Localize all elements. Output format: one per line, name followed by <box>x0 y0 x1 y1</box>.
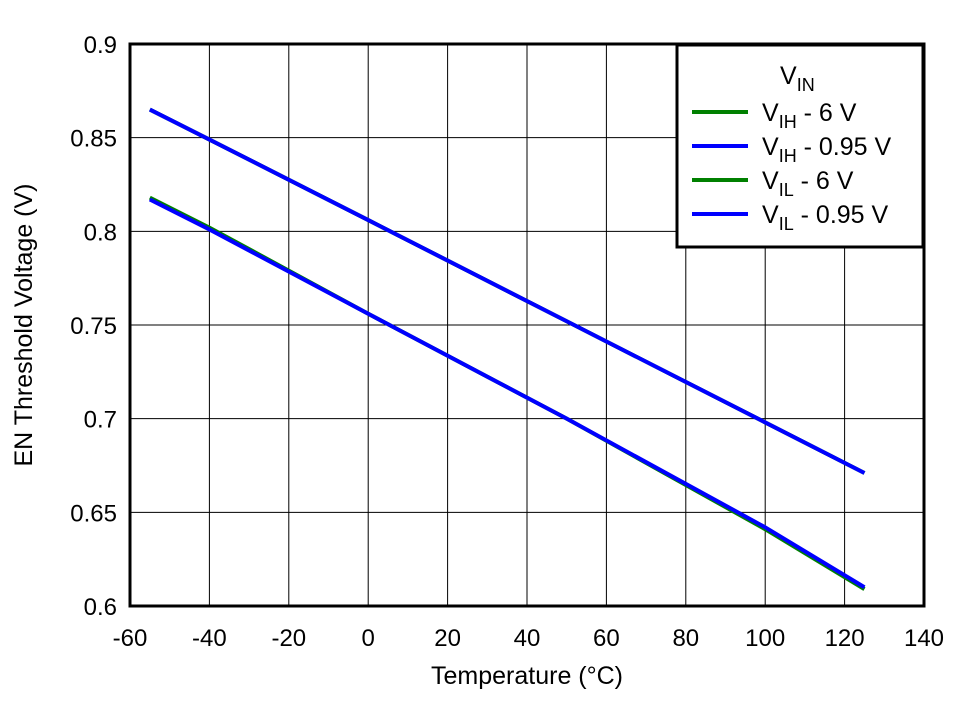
legend-title: VIN <box>780 62 815 95</box>
legend-entry: VIH - 0.95 V <box>762 133 892 166</box>
series-lines <box>148 107 866 591</box>
x-tick-label: -40 <box>192 625 227 652</box>
y-tick-label: 0.6 <box>84 594 117 621</box>
y-tick-label: 0.8 <box>84 219 117 246</box>
y-axis-label: EN Threshold Voltage (V) <box>10 183 38 466</box>
y-tick-label: 0.7 <box>84 407 117 434</box>
x-tick-label: 60 <box>593 625 620 652</box>
x-tick-labels: -60 -40 -20 0 20 40 60 80 100 120 140 <box>113 625 944 652</box>
series-line-4 <box>148 197 866 589</box>
x-tick-label: -60 <box>113 625 148 652</box>
legend-entry: VIH - 6 V <box>762 99 857 132</box>
series-line-2 <box>148 107 866 475</box>
x-tick-label: -20 <box>271 625 306 652</box>
y-tick-label: 0.85 <box>70 126 117 153</box>
y-tick-labels: 0.6 0.65 0.7 0.75 0.8 0.85 0.9 <box>70 32 117 621</box>
x-tick-label: 40 <box>514 625 541 652</box>
legend-entry: VIL - 6 V <box>762 167 854 200</box>
x-axis-label: Temperature (°C) <box>431 662 623 690</box>
y-tick-label: 0.65 <box>70 500 117 527</box>
y-tick-label: 0.75 <box>70 313 117 340</box>
legend-entry: VIL - 0.95 V <box>762 201 889 234</box>
y-tick-label: 0.9 <box>84 32 117 59</box>
x-tick-label: 0 <box>362 625 375 652</box>
x-tick-label: 80 <box>672 625 699 652</box>
x-tick-label: 140 <box>904 625 944 652</box>
plot-border <box>128 42 926 608</box>
x-tick-label: 100 <box>745 625 785 652</box>
x-tick-label: 20 <box>434 625 461 652</box>
x-tick-label: 120 <box>825 625 865 652</box>
